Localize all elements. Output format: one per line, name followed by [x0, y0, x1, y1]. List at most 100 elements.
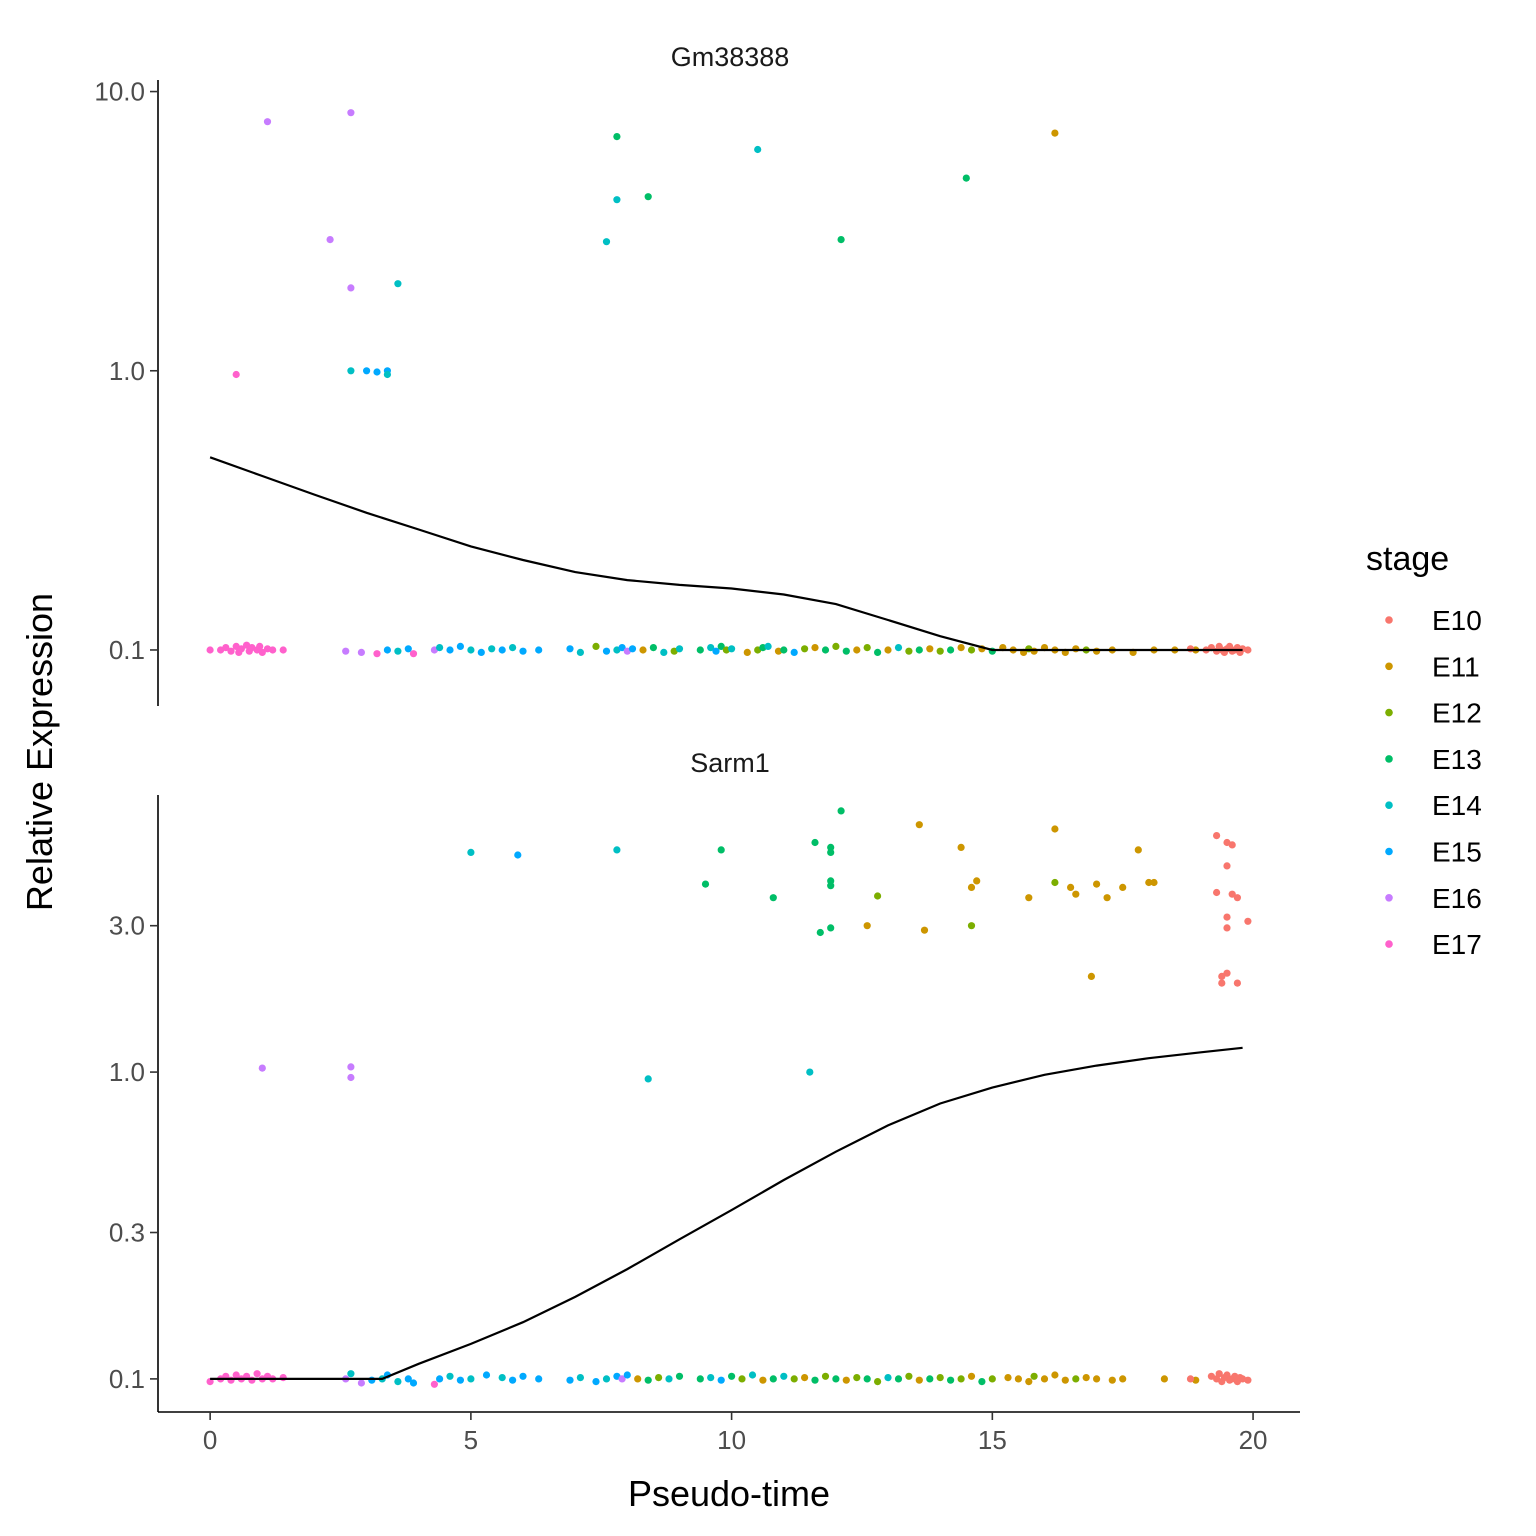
- point-e15: [477, 648, 485, 657]
- point-e11: [973, 877, 981, 885]
- point-e16: [357, 648, 365, 657]
- point-e10: [1223, 969, 1231, 977]
- point-e15: [368, 1376, 376, 1384]
- point-e15: [383, 646, 391, 654]
- point-e12: [874, 892, 882, 900]
- x-axis: 0 5 10 15 20: [203, 1412, 1268, 1455]
- point-e10: [1218, 972, 1226, 981]
- point-e12: [1051, 878, 1059, 887]
- point-e11: [863, 922, 871, 930]
- point-e14: [498, 1374, 506, 1382]
- point-e15: [482, 1371, 491, 1379]
- point-e11: [1030, 647, 1038, 655]
- point-e13: [915, 646, 923, 654]
- point-e13: [717, 642, 725, 651]
- point-e14: [508, 644, 517, 652]
- point-e13: [842, 647, 850, 655]
- point-e13: [947, 646, 955, 654]
- legend-label: E14: [1432, 790, 1482, 821]
- panel-gm38388: Gm38388 0.1 1.0 10.0: [94, 42, 1252, 706]
- legend-swatch: [1385, 755, 1393, 763]
- legend-swatch: [1385, 662, 1393, 671]
- point-e12: [905, 1372, 913, 1380]
- point-e17: [232, 1371, 240, 1379]
- point-e14: [602, 238, 611, 246]
- point-e16: [357, 1379, 365, 1387]
- point-e11: [743, 648, 751, 657]
- point-e14: [576, 648, 585, 657]
- point-e17: [373, 650, 381, 658]
- point-e14: [728, 645, 736, 653]
- point-e12: [988, 1375, 996, 1383]
- trend-line: [210, 1046, 1243, 1380]
- point-e17: [256, 642, 264, 651]
- point-e15: [373, 368, 381, 376]
- point-e10: [1218, 979, 1226, 987]
- legend-item-e10: E10: [1385, 605, 1482, 636]
- point-e15: [456, 642, 464, 651]
- point-e15: [566, 645, 574, 653]
- point-e14: [602, 1375, 611, 1383]
- point-e11: [1025, 894, 1033, 902]
- y-tick-label: 0.1: [109, 1364, 145, 1394]
- point-e17: [253, 1370, 261, 1378]
- point-e15: [363, 367, 371, 375]
- point-e17: [409, 650, 418, 658]
- point-e15: [519, 1372, 527, 1380]
- point-e11: [842, 1376, 850, 1384]
- point-e10: [1244, 646, 1252, 654]
- point-e11: [634, 1375, 642, 1383]
- point-e13: [613, 133, 621, 141]
- points: [206, 807, 1252, 1388]
- point-e11: [1087, 972, 1095, 981]
- point-e15: [514, 851, 522, 859]
- point-e12: [967, 922, 976, 930]
- points: [206, 109, 1252, 658]
- x-axis-title: Pseudo-time: [628, 1473, 830, 1514]
- legend-label: E16: [1432, 883, 1482, 914]
- point-e12: [801, 645, 809, 653]
- point-e15: [498, 646, 506, 654]
- legend-item-e12: E12: [1385, 698, 1482, 729]
- point-e15: [628, 645, 637, 653]
- point-e14: [806, 1068, 814, 1076]
- point-e13: [816, 928, 824, 937]
- point-e13: [947, 1376, 955, 1384]
- point-e12: [832, 642, 840, 651]
- point-e11: [915, 821, 923, 829]
- point-e15: [436, 1375, 444, 1383]
- point-e12: [1030, 1372, 1038, 1380]
- point-e11: [957, 843, 965, 852]
- point-e12: [790, 1375, 798, 1383]
- point-e17: [222, 644, 230, 652]
- point-e16: [258, 1064, 266, 1072]
- point-e14: [467, 646, 475, 654]
- point-e12: [936, 647, 944, 655]
- point-e15: [508, 1376, 517, 1384]
- point-e14: [707, 1374, 715, 1382]
- y-tick-label: 0.1: [109, 635, 145, 665]
- point-e13: [701, 880, 710, 888]
- point-e10: [1186, 645, 1195, 653]
- point-e10: [1223, 862, 1231, 870]
- point-e14: [665, 1375, 673, 1383]
- point-e11: [1051, 825, 1059, 833]
- point-e16: [347, 1063, 355, 1071]
- point-e13: [978, 1378, 986, 1386]
- point-e10: [1223, 924, 1231, 932]
- point-e13: [926, 1375, 934, 1383]
- point-e13: [675, 1372, 684, 1380]
- point-e15: [790, 648, 798, 657]
- point-e13: [769, 1375, 777, 1383]
- point-e14: [754, 145, 762, 154]
- point-e15: [602, 647, 611, 655]
- point-e10: [1228, 890, 1236, 898]
- point-e12: [967, 646, 976, 654]
- point-e13: [837, 236, 845, 244]
- point-e11: [1108, 1376, 1116, 1384]
- point-e11: [811, 644, 819, 652]
- point-e14: [576, 1374, 585, 1382]
- point-e12: [874, 1378, 882, 1386]
- point-e11: [1093, 647, 1101, 655]
